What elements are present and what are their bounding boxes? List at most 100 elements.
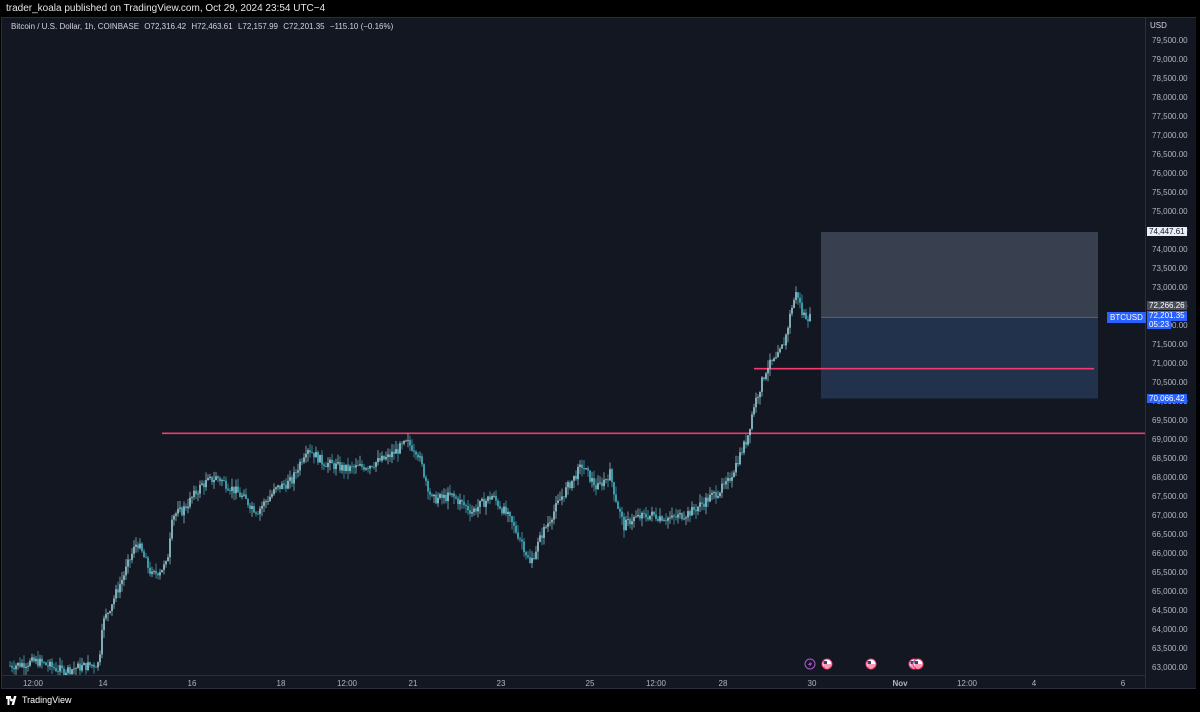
candle-body xyxy=(159,572,161,576)
candle-body xyxy=(799,297,801,303)
candle-body xyxy=(607,479,609,481)
candle-body xyxy=(111,604,113,612)
candle-body xyxy=(95,666,97,668)
candle-body xyxy=(249,505,251,509)
candle-body xyxy=(765,373,767,380)
candle-body xyxy=(481,498,483,501)
candle-body xyxy=(99,654,101,663)
candle-body xyxy=(341,464,343,471)
candle-body xyxy=(33,657,35,662)
candle-body xyxy=(741,452,743,454)
candle-body xyxy=(535,551,537,559)
candle-body xyxy=(201,483,203,485)
candle-body xyxy=(751,414,753,429)
legend-low: L72,157.99 xyxy=(237,22,278,31)
candle-body xyxy=(259,508,261,514)
candle-body xyxy=(623,516,625,531)
candle-body xyxy=(325,466,327,468)
candle-body xyxy=(805,312,807,320)
legend-open: O72,316.42 xyxy=(144,22,187,31)
candle-body xyxy=(335,463,337,470)
candle-body xyxy=(139,543,141,549)
candle-body xyxy=(697,506,699,512)
candle-body xyxy=(61,665,63,669)
candle-body xyxy=(85,663,87,671)
candle-body xyxy=(307,450,309,454)
candle-body xyxy=(185,506,187,509)
candle-body xyxy=(653,511,655,515)
candle-body xyxy=(199,484,201,494)
candle-body xyxy=(65,672,67,675)
price-tick-label: 78,500.00 xyxy=(1152,74,1188,83)
candle-body xyxy=(105,613,107,619)
candle-body xyxy=(671,515,673,518)
candle-body xyxy=(763,377,765,380)
candle-body xyxy=(379,458,381,461)
candle-body xyxy=(317,452,319,463)
chart-panel[interactable]: Bitcoin / U.S. Dollar, 1h, COINBASE O72,… xyxy=(1,17,1196,689)
candle-body xyxy=(257,513,259,515)
time-tick-label: 28 xyxy=(719,679,728,688)
position-stop-zone[interactable] xyxy=(821,317,1098,399)
price-tick-label: 79,500.00 xyxy=(1152,36,1188,45)
candle-body xyxy=(381,455,383,461)
candle-body xyxy=(561,496,563,500)
candle-body xyxy=(161,569,163,573)
candle-body xyxy=(25,666,27,668)
candle-body xyxy=(373,466,375,468)
candle-body xyxy=(295,472,297,474)
candle-body xyxy=(173,515,175,520)
candle-body xyxy=(451,493,453,495)
price-tick-label: 76,000.00 xyxy=(1152,169,1188,178)
candle-body xyxy=(659,516,661,521)
candle-body xyxy=(783,344,785,346)
candle-body xyxy=(501,508,503,514)
candle-body xyxy=(261,505,263,509)
bar-countdown-tag: 05:23 xyxy=(1147,320,1172,329)
candle-body xyxy=(743,441,745,453)
candle-body xyxy=(49,661,51,667)
candle-body xyxy=(633,517,635,522)
candle-body xyxy=(129,559,131,561)
candle-body xyxy=(181,507,183,516)
candle-body xyxy=(739,452,741,465)
candle-body xyxy=(385,457,387,460)
currency-label[interactable]: USD xyxy=(1150,21,1167,30)
candle-body xyxy=(163,564,165,570)
candle-body xyxy=(109,611,111,613)
candle-body xyxy=(323,464,325,467)
time-tick-label: 21 xyxy=(409,679,418,688)
tradingview-logo-icon xyxy=(6,695,17,705)
flag-canton xyxy=(823,661,827,664)
legend-symbol[interactable]: Bitcoin / U.S. Dollar, 1h, COINBASE xyxy=(11,22,140,31)
candle-body xyxy=(745,441,747,445)
candle-body xyxy=(235,486,237,494)
candle-body xyxy=(57,671,59,672)
candle-body xyxy=(679,513,681,515)
price-axis[interactable]: USD 63,000.00 63,500.00 64,000.00 64,500.00… xyxy=(1145,18,1196,688)
candle-body xyxy=(117,589,119,593)
candle-body xyxy=(207,477,209,481)
price-tick-label: 64,000.00 xyxy=(1152,625,1188,634)
candle-body xyxy=(241,495,243,497)
candle-body xyxy=(125,566,127,576)
candle-body xyxy=(761,377,763,392)
candle-body xyxy=(559,499,561,501)
price-tick-label: 74,000.00 xyxy=(1152,245,1188,254)
candle-body xyxy=(247,498,249,506)
candle-body xyxy=(321,454,323,465)
candle-body xyxy=(445,494,447,502)
candle-body xyxy=(15,665,17,670)
candle-body xyxy=(731,477,733,481)
price-chart[interactable] xyxy=(2,18,1145,675)
candle-body xyxy=(569,482,571,489)
position-profit-zone[interactable] xyxy=(821,231,1098,318)
candle-body xyxy=(667,517,669,521)
candle-body xyxy=(141,543,143,552)
time-axis[interactable]: 12:00 14 16 18 12:00 21 23 25 12:00 28 30 Nov 12:00 4… xyxy=(2,675,1145,688)
tradingview-logo[interactable]: TradingView xyxy=(6,695,72,705)
candle-body xyxy=(51,661,53,668)
plot-area[interactable]: Bitcoin / U.S. Dollar, 1h, COINBASE O72,… xyxy=(2,18,1145,675)
candle-body xyxy=(469,510,471,514)
candle-body xyxy=(505,506,507,514)
